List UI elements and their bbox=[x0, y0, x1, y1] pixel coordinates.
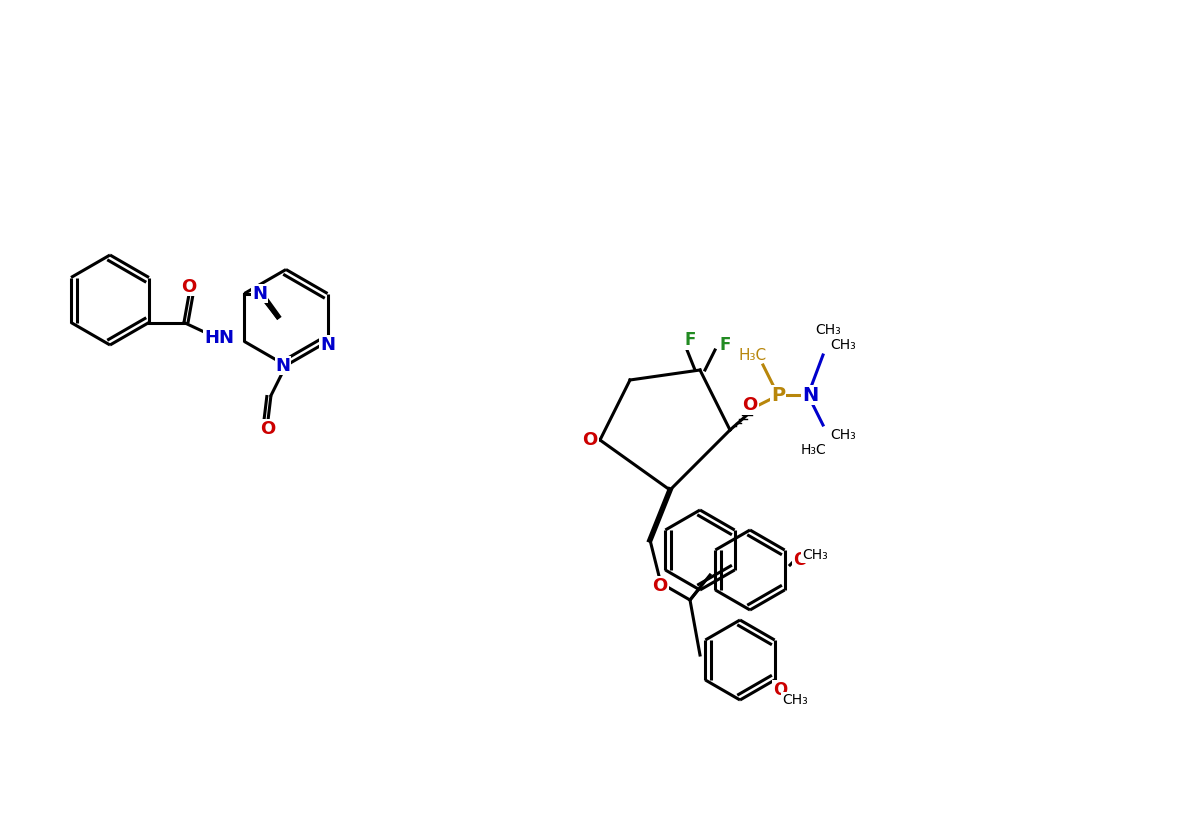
Text: N: N bbox=[320, 335, 336, 354]
Text: CH₃: CH₃ bbox=[831, 338, 856, 352]
Text: N: N bbox=[275, 356, 290, 375]
Text: H₃C: H₃C bbox=[739, 348, 768, 363]
Text: N: N bbox=[252, 284, 267, 303]
Text: O: O bbox=[652, 577, 668, 595]
Text: CH₃: CH₃ bbox=[815, 323, 841, 337]
Text: O: O bbox=[181, 277, 196, 296]
Text: O: O bbox=[582, 431, 597, 449]
Text: P: P bbox=[771, 385, 785, 405]
Text: O: O bbox=[743, 396, 758, 414]
Text: CH₃: CH₃ bbox=[831, 428, 856, 442]
Text: CH₃: CH₃ bbox=[802, 548, 828, 562]
Text: CH₃: CH₃ bbox=[782, 693, 808, 707]
Text: O: O bbox=[793, 551, 807, 569]
Text: O: O bbox=[261, 420, 276, 437]
Text: N: N bbox=[802, 385, 819, 405]
Text: F: F bbox=[719, 336, 731, 354]
Text: HN: HN bbox=[203, 328, 234, 346]
Text: F: F bbox=[684, 331, 696, 349]
Text: O: O bbox=[772, 681, 787, 699]
Text: H₃C: H₃C bbox=[800, 443, 826, 457]
